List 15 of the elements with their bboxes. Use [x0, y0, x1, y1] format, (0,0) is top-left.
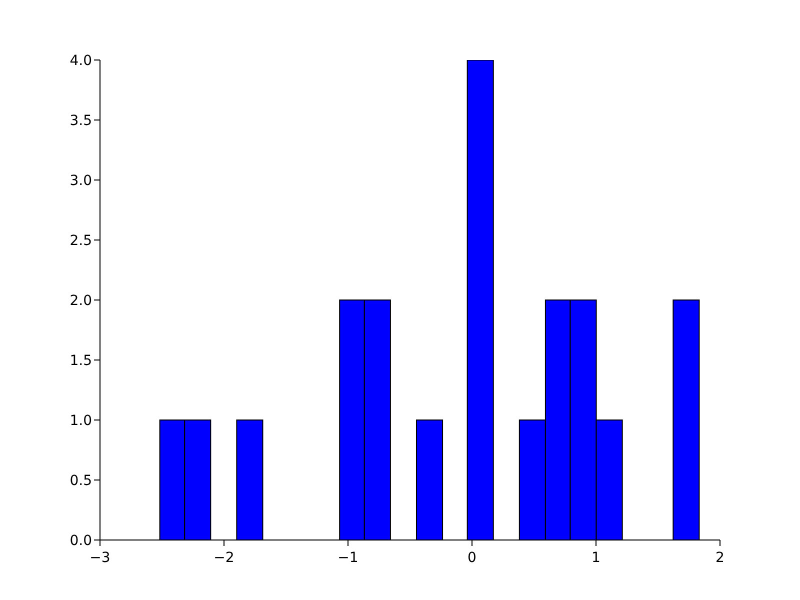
- y-tick-label: 0.0: [70, 532, 92, 549]
- y-tick-label: 2.0: [70, 292, 92, 309]
- x-tick-label: 0: [468, 550, 476, 566]
- y-tick-label: 4.0: [70, 52, 92, 69]
- y-tick-label: 0.5: [70, 472, 92, 489]
- y-tick-label: 1.0: [70, 412, 92, 429]
- x-tick-label: 2: [716, 550, 724, 566]
- y-tick-label: 2.5: [70, 232, 92, 249]
- y-tick-label: 3.0: [70, 172, 92, 189]
- x-tick-label: −2: [214, 550, 234, 566]
- y-tick-label: 1.5: [70, 352, 92, 369]
- x-tick-label: −1: [338, 550, 358, 566]
- x-tick-label: 1: [592, 550, 600, 566]
- y-tick-label: 3.5: [70, 112, 92, 129]
- x-tick-label: −3: [90, 550, 110, 566]
